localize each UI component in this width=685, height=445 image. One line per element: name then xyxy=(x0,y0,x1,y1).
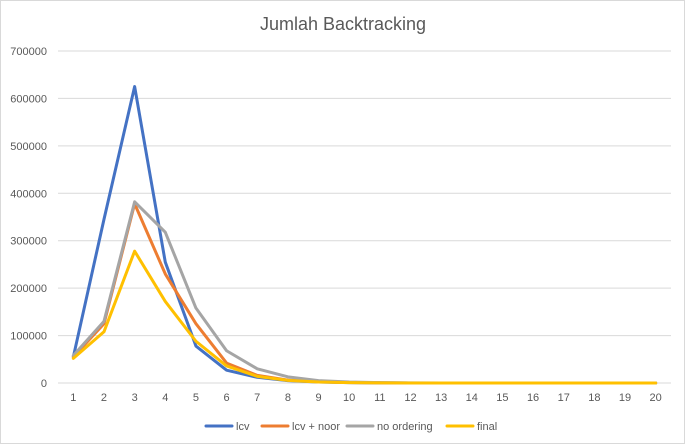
series-lines xyxy=(71,85,658,385)
x-tick-label: 6 xyxy=(224,392,230,404)
x-tick-label: 15 xyxy=(496,392,508,404)
y-tick-label: 200000 xyxy=(10,283,47,295)
legend-item: lcv + noor xyxy=(260,421,340,433)
x-tick-label: 7 xyxy=(254,392,260,404)
x-tick-label: 20 xyxy=(650,392,662,404)
x-tick-label: 1 xyxy=(70,392,76,404)
x-tick-label: 19 xyxy=(619,392,631,404)
x-tick-label: 11 xyxy=(374,392,385,404)
x-tick-label: 8 xyxy=(285,392,291,404)
x-tick-label: 2 xyxy=(101,392,107,404)
x-tick-label: 14 xyxy=(466,392,478,404)
x-tick-label: 4 xyxy=(162,392,168,404)
chart-title: Jumlah Backtracking xyxy=(260,14,426,34)
x-axis-labels: 1 2 3 4 5 6 7 8 9 10 11 12 13 14 15 16 17 18 19 20 xyxy=(70,392,662,404)
x-tick-label: 3 xyxy=(132,392,138,404)
y-tick-label: 500000 xyxy=(10,141,47,153)
x-tick-label: 17 xyxy=(558,392,570,404)
legend-label: no ordering xyxy=(377,421,433,433)
x-tick-label: 12 xyxy=(404,392,416,404)
legend-item: no ordering xyxy=(345,421,433,433)
y-tick-label: 400000 xyxy=(10,188,47,200)
series-line-lcv xyxy=(71,85,658,385)
y-tick-label: 300000 xyxy=(10,236,47,248)
legend-item: final xyxy=(445,421,497,433)
x-tick-label: 18 xyxy=(588,392,600,404)
x-tick-label: 16 xyxy=(527,392,539,404)
legend-label: final xyxy=(477,421,497,433)
legend: lcv lcv + noor no ordering final xyxy=(204,421,497,433)
x-tick-label: 13 xyxy=(435,392,447,404)
y-tick-label: 100000 xyxy=(10,331,47,343)
y-axis-labels: 0 100000 200000 300000 400000 500000 600000 700… xyxy=(10,46,47,390)
legend-label: lcv xyxy=(236,421,250,433)
y-tick-label: 700000 xyxy=(10,46,47,58)
x-tick-label: 5 xyxy=(193,392,199,404)
y-tick-label: 600000 xyxy=(10,93,47,105)
y-tick-label: 0 xyxy=(41,378,47,390)
x-tick-label: 9 xyxy=(315,392,321,404)
series-line-final xyxy=(71,249,658,385)
legend-item: lcv xyxy=(204,421,250,433)
x-tick-label: 10 xyxy=(343,392,355,404)
legend-label: lcv + noor xyxy=(292,421,340,433)
